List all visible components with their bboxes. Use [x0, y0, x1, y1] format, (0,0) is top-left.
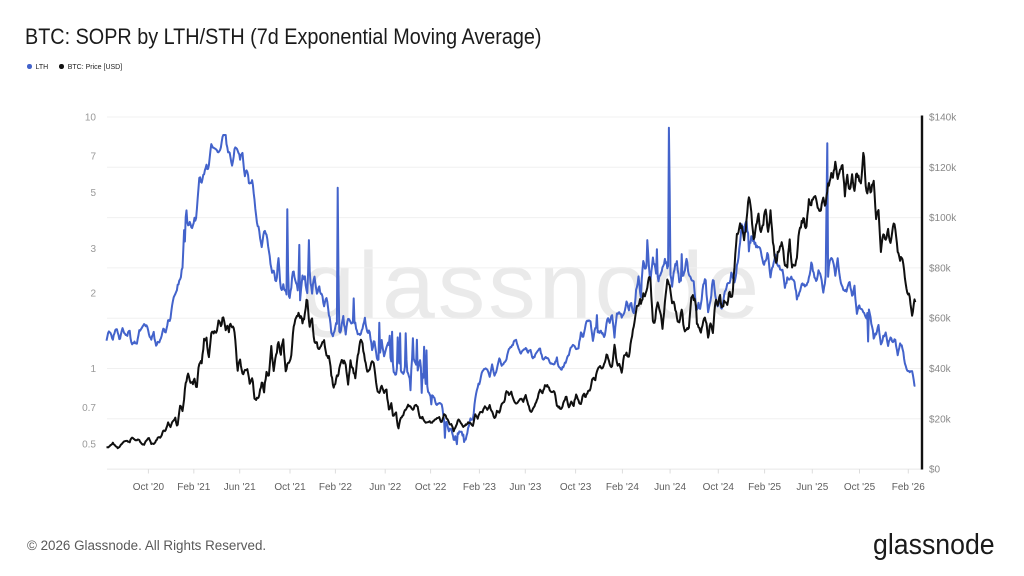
svg-text:10: 10 — [85, 113, 97, 124]
svg-text:$60k: $60k — [929, 314, 952, 325]
svg-text:Feb '23: Feb '23 — [463, 482, 496, 493]
svg-text:$140k: $140k — [929, 113, 957, 124]
svg-text:3: 3 — [90, 244, 96, 255]
svg-text:$100k: $100k — [929, 213, 957, 224]
svg-text:Feb '22: Feb '22 — [319, 482, 352, 493]
svg-text:Feb '26: Feb '26 — [892, 482, 925, 493]
svg-text:7: 7 — [90, 152, 96, 163]
svg-text:Feb '24: Feb '24 — [606, 482, 639, 493]
svg-text:2: 2 — [90, 288, 96, 299]
svg-text:$20k: $20k — [929, 414, 952, 425]
svg-text:Feb '25: Feb '25 — [748, 482, 781, 493]
svg-text:Feb '21: Feb '21 — [177, 482, 210, 493]
svg-text:0.7: 0.7 — [82, 403, 96, 414]
svg-text:$40k: $40k — [929, 364, 952, 375]
svg-text:Jun '21: Jun '21 — [224, 482, 256, 493]
svg-text:Oct '24: Oct '24 — [703, 482, 735, 493]
svg-text:$80k: $80k — [929, 263, 952, 274]
svg-text:1: 1 — [90, 364, 96, 375]
svg-text:$120k: $120k — [929, 163, 957, 174]
svg-text:Oct '22: Oct '22 — [415, 482, 447, 493]
svg-text:Oct '20: Oct '20 — [133, 482, 165, 493]
svg-text:Jun '25: Jun '25 — [796, 482, 828, 493]
svg-text:Jun '22: Jun '22 — [369, 482, 401, 493]
svg-text:$0: $0 — [929, 465, 941, 476]
svg-text:Jun '24: Jun '24 — [654, 482, 686, 493]
svg-text:5: 5 — [90, 188, 96, 199]
svg-text:Oct '25: Oct '25 — [844, 482, 876, 493]
svg-text:Jun '23: Jun '23 — [509, 482, 541, 493]
svg-text:Oct '23: Oct '23 — [560, 482, 592, 493]
svg-text:0.5: 0.5 — [82, 440, 96, 451]
svg-text:Oct '21: Oct '21 — [274, 482, 306, 493]
